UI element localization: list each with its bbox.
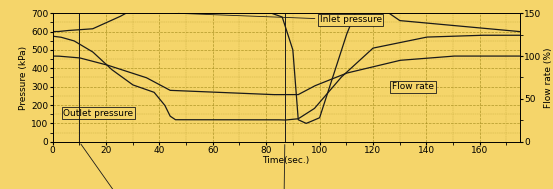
Y-axis label: Flow rate (%): Flow rate (%) — [544, 47, 553, 108]
X-axis label: Time(sec.): Time(sec.) — [263, 156, 310, 165]
Text: Flow rate: Flow rate — [392, 82, 434, 91]
Text: Outlet pressure: Outlet pressure — [63, 109, 133, 118]
Y-axis label: Pressure (kPa): Pressure (kPa) — [19, 45, 28, 110]
Text: Opening of reset
operation valve: Opening of reset operation valve — [248, 145, 320, 189]
Text: Inlet pressure: Inlet pressure — [178, 13, 382, 24]
Text: Emergency shutoff due to
occurrence of abnormality: Emergency shutoff due to occurrence of a… — [73, 144, 186, 189]
